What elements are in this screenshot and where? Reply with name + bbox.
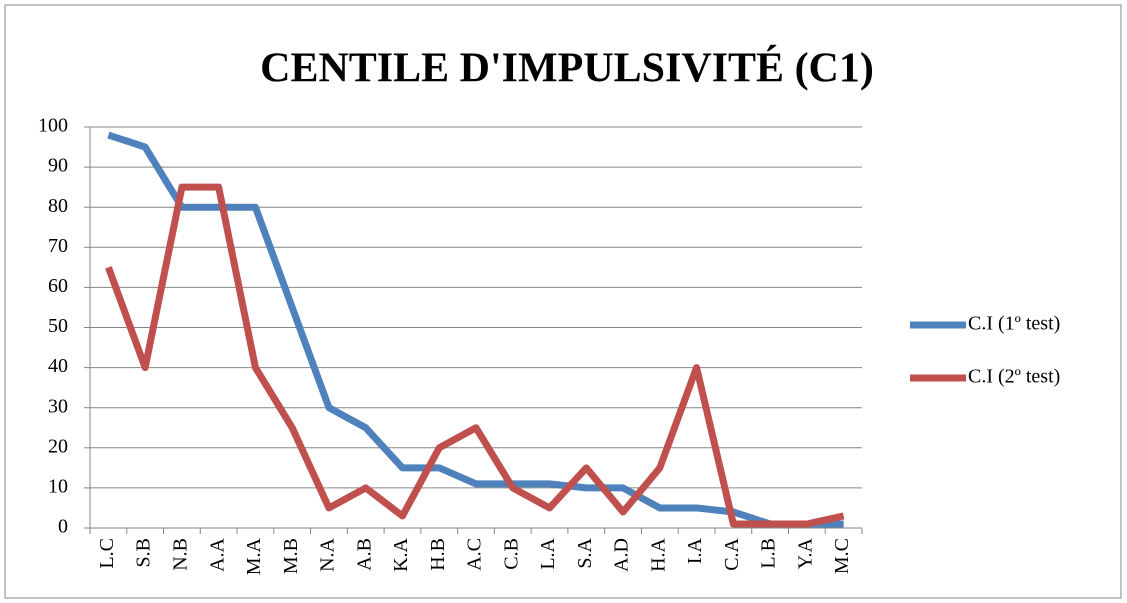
x-tick-label: L.A <box>537 537 559 569</box>
y-tick-label: 20 <box>48 435 68 457</box>
x-tick-label: A.B <box>353 538 375 571</box>
chart-border <box>4 4 1122 599</box>
x-tick-label: M.C <box>831 538 853 574</box>
y-tick-label: 40 <box>48 355 68 377</box>
x-tick-label: L.C <box>96 538 118 569</box>
y-tick-label: 70 <box>48 235 68 257</box>
x-tick-label: A.C <box>464 538 486 571</box>
x-tick-label: C.A <box>721 537 743 570</box>
x-tick-label: S.A <box>574 537 596 568</box>
legend-label: C.I (2º test) <box>968 366 1060 388</box>
x-tick-label: A.A <box>206 537 228 571</box>
y-tick-label: 90 <box>48 155 68 177</box>
y-tick-label: 50 <box>48 315 68 337</box>
x-tick-label: M.B <box>280 538 302 574</box>
chart-title: CENTILE D'IMPULSIVITÉ (C1) <box>260 45 874 92</box>
x-tick-label: H.B <box>427 538 449 571</box>
line-series <box>107 131 844 528</box>
legend-label: C.I (1º test) <box>968 313 1060 335</box>
y-tick-label: 10 <box>48 475 68 497</box>
x-tick-label: Y.A <box>794 537 816 569</box>
y-tick-label: 0 <box>58 516 68 538</box>
line-series <box>105 183 845 528</box>
y-tick-label: 100 <box>38 115 68 137</box>
y-tick-label: 30 <box>48 395 68 417</box>
x-tick-label: H.A <box>647 537 669 571</box>
x-tick-label: A.D <box>611 538 633 572</box>
x-tick-label: I.A <box>684 537 706 564</box>
x-tick-label: M.A <box>243 537 265 575</box>
x-tick-label: C.B <box>500 538 522 570</box>
y-tick-label: 60 <box>48 275 68 297</box>
x-tick-label: N.B <box>169 538 191 571</box>
x-tick-label: S.B <box>133 538 155 567</box>
x-tick-label: K.A <box>390 537 412 571</box>
x-tick-label: L.B <box>758 538 780 569</box>
y-tick-label: 80 <box>48 195 68 217</box>
x-tick-label: N.A <box>317 537 339 571</box>
